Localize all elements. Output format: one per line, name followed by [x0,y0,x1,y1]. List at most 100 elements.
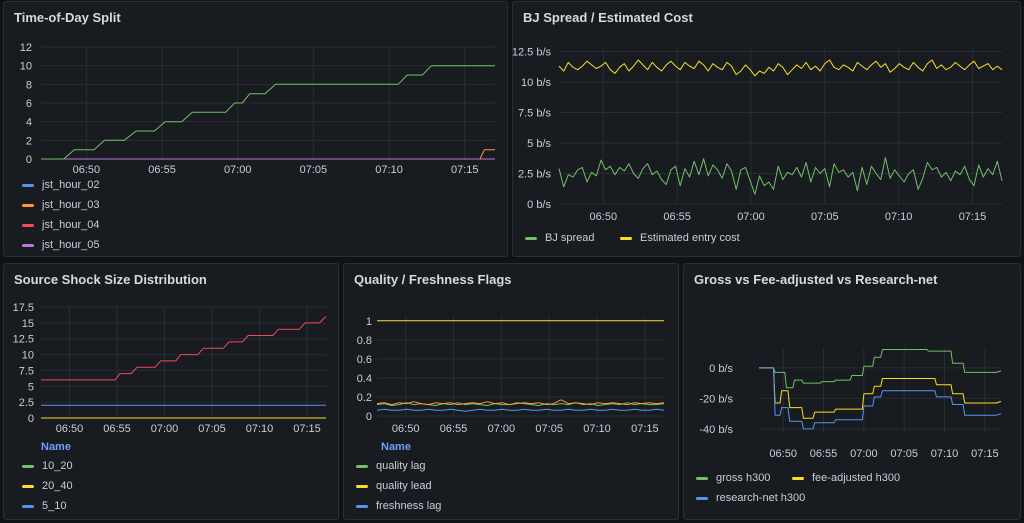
legend-item[interactable]: jst_hour_05 [22,239,100,251]
y-tick-label: 0.8 [357,335,372,347]
series-line [41,65,495,160]
legend-label: BJ spread [545,232,595,244]
panel-quality-freshness-flags[interactable]: Quality / Freshness Flags 0 0.2 0.4 0.6 0.8 1… [343,263,679,520]
legend-label: fee-adjusted h300 [812,472,901,484]
x-tick-label: 07:05 [535,423,563,435]
y-tick-label: 5 b/s [527,138,551,150]
x-tick-label: 06:50 [73,164,101,176]
legend-header[interactable]: Name [381,441,411,453]
x-tick-label: 07:15 [959,211,987,223]
legend-label: 20_40 [42,480,73,492]
legend-item[interactable]: 20_40 [22,480,73,492]
y-tick-label: 7.5 [19,365,34,377]
y-tick-label: 5 [28,381,34,393]
y-tick-label: 0 b/s [527,199,551,211]
panel-title[interactable]: Quality / Freshness Flags [354,272,512,287]
legend-item[interactable]: 5_10 [22,500,66,512]
panel-title[interactable]: BJ Spread / Estimated Cost [523,10,693,25]
x-tick-label: 06:50 [56,423,84,435]
legend-label: freshness lag [376,500,442,512]
x-tick-label: 07:15 [293,423,321,435]
x-tick-label: 07:10 [885,211,913,223]
y-tick-label: 0.6 [357,354,372,366]
legend-item[interactable]: freshness lag [356,500,441,512]
legend-item[interactable]: BJ spread [525,232,595,244]
x-tick-label: 07:15 [971,448,999,460]
panel-time-of-day-split[interactable]: Time-of-Day Split 0 2 4 6 8 10 12 06:50 06:55 07:… [3,1,508,257]
y-tick-label: 0 [26,154,32,166]
y-tick-label: 2 [26,135,32,147]
legend-label: research-net h300 [716,492,806,504]
legend-item[interactable]: quality lag [356,460,426,472]
legend-swatch [356,504,368,508]
y-tick-label: 12.5 [13,334,34,346]
legend-item[interactable]: Estimated entry cost [620,232,740,244]
legend-item[interactable]: fee-adjusted h300 [792,472,900,484]
legend-label: quality lead [376,480,432,492]
x-tick-label: 06:55 [148,164,176,176]
x-tick-label: 06:50 [769,448,797,460]
legend-label: jst_hour_05 [42,239,100,251]
legend-label: 10_20 [42,460,73,472]
y-tick-label: 0 [28,413,34,425]
x-tick-label: 07:15 [631,423,659,435]
x-tick-label: 06:50 [590,211,618,223]
legend-item[interactable]: gross h300 [696,472,770,484]
legend-label: quality lag [376,460,426,472]
legend-swatch [22,223,34,227]
y-tick-label: 0 [366,411,372,423]
x-tick-label: 07:00 [224,164,252,176]
legend-label: gross h300 [716,472,771,484]
legend-item[interactable]: jst_hour_04 [22,219,100,231]
legend-label: jst_hour_04 [42,219,100,231]
panel-bj-spread-estimated-cost[interactable]: BJ Spread / Estimated Cost 0 b/s 2.5 b/s 5… [512,1,1021,257]
x-tick-label: 07:10 [375,164,403,176]
y-tick-label: 1 [366,316,372,328]
y-tick-label: 0.2 [357,392,372,404]
x-tick-label: 06:55 [663,211,691,223]
y-tick-label: 17.5 [13,302,34,314]
y-tick-label: 10 b/s [521,77,551,89]
panel-gross-fee-adjusted-research-net[interactable]: Gross vs Fee-adjusted vs Research-net 0 … [683,263,1021,520]
series-line-jst-hour-03 [41,149,495,160]
panel-title[interactable]: Time-of-Day Split [14,10,121,25]
legend-swatch [22,504,34,508]
series-line [376,399,665,406]
legend-swatch [696,476,708,480]
panel-title[interactable]: Gross vs Fee-adjusted vs Research-net [694,272,938,287]
panel-source-shock-size-distribution[interactable]: Source Shock Size Distribution 0 2.5 5 7.5 1… [3,263,339,520]
x-tick-label: 07:00 [737,211,765,223]
y-tick-label: 4 [26,117,32,129]
legend-label: jst_hour_03 [42,199,100,211]
legend-label: 5_10 [42,500,67,512]
legend-label: jst_hour_02 [42,179,100,191]
panel-title[interactable]: Source Shock Size Distribution [14,272,207,287]
legend-swatch [525,236,537,240]
x-tick-label: 07:00 [151,423,179,435]
y-tick-label: 10 [22,350,34,362]
legend-item[interactable]: jst_hour_03 [22,199,100,211]
x-tick-label: 06:55 [440,423,468,435]
y-tick-label: 6 [26,98,32,110]
bj-spread-chart: 0 b/s 2.5 b/s 5 b/s 7.5 b/s 10 b/s 12.5 b/s 06… [513,46,1003,223]
source-shock-chart: 0 2.5 5 7.5 10 12.5 15 17.5 06:50 06:55 07:00 07:05… [13,302,327,435]
gross-vs-net-chart: 0 b/s -20 b/s -40 b/s 06:50 06:55 07:00 07:05 0… [699,348,1002,460]
legend-label: Estimated entry cost [640,232,740,244]
y-tick-label: 0 b/s [709,363,733,375]
x-tick-label: 07:10 [583,423,611,435]
series-line-estimated-entry-cost [558,59,1003,77]
y-tick-label: 2.5 [19,397,34,409]
legend-item[interactable]: research-net h300 [696,492,805,504]
series-line [41,316,327,381]
legend-item[interactable]: jst_hour_02 [22,179,100,191]
y-tick-label: -20 b/s [699,393,733,405]
legend-swatch [620,236,632,240]
legend-item[interactable]: quality lead [356,480,432,492]
y-tick-label: 8 [26,79,32,91]
legend-swatch [356,464,368,468]
time-of-day-split-chart: 0 2 4 6 8 10 12 06:50 06:55 07:00 07:05 07:10 07:15 [20,42,495,176]
y-tick-label: 15 [22,318,34,330]
legend-item[interactable]: 10_20 [22,460,73,472]
y-tick-label: 10 [20,61,32,73]
legend-header[interactable]: Name [41,441,71,453]
